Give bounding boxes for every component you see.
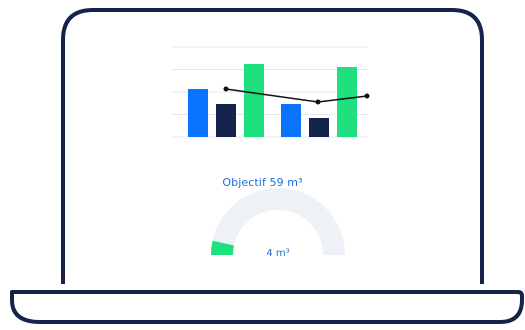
bar-line-chart: [172, 46, 370, 138]
chart-bar: [216, 104, 236, 137]
chart-point: [364, 93, 370, 99]
chart-bar: [281, 104, 301, 137]
chart-bar: [244, 64, 264, 137]
laptop-screen-frame: [61, 8, 484, 284]
chart-bar: [337, 67, 357, 137]
gauge-fill: [210, 240, 235, 256]
chart-bar: [309, 118, 329, 137]
objective-label: Objectif 59 m³: [222, 176, 303, 189]
laptop-base: [10, 290, 524, 324]
gauge-value-label: 4 m³: [266, 248, 290, 259]
chart-bar: [188, 89, 208, 137]
chart-point: [315, 99, 321, 105]
chart-point: [223, 86, 229, 92]
gauge-track: [211, 188, 345, 256]
